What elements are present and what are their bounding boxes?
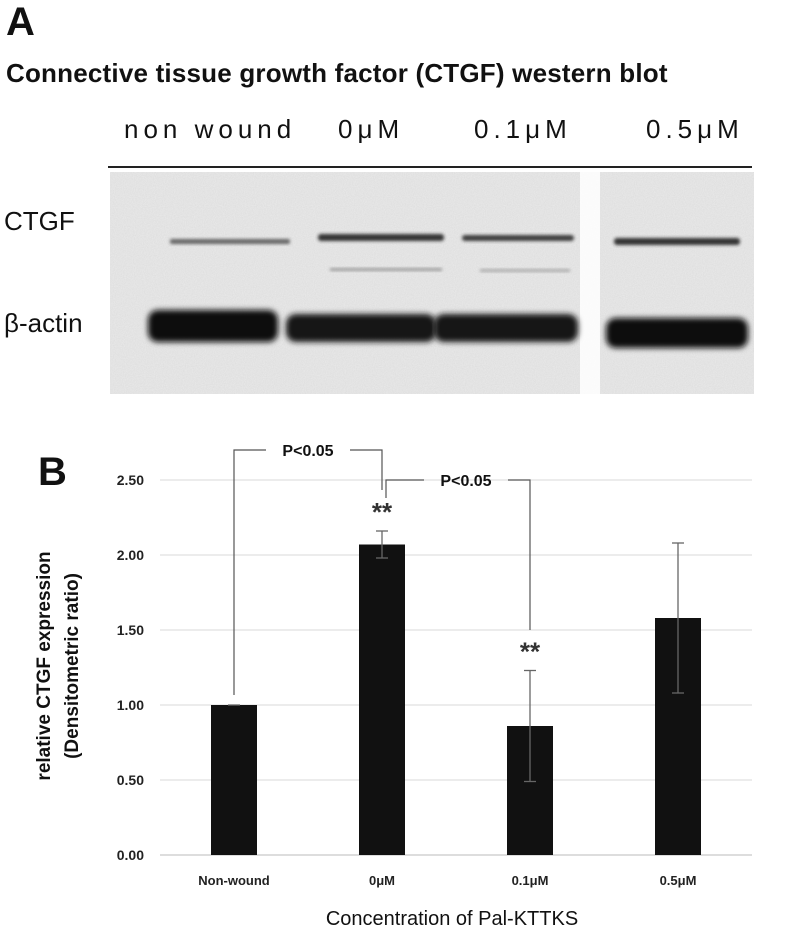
significance-markers: ** **: [372, 497, 541, 667]
y-tick-label: 2.50: [117, 472, 144, 488]
x-tick-label: Non-wound: [198, 873, 270, 888]
y-tick-label: 0.00: [117, 847, 144, 863]
actin-band-0-5um: [606, 318, 748, 348]
ctgf-band-0-1um: [462, 235, 574, 241]
bracket-line: [508, 479, 531, 630]
y-tick-labels: 0.00 0.50 1.00 1.50 2.00 2.50: [117, 472, 144, 863]
lane-label-0-1um: 0.1μM: [474, 114, 572, 144]
row-label-ctgf: CTGF: [4, 206, 75, 236]
x-tick-label: 0.5μM: [660, 873, 697, 888]
ctgf-band-0-5um: [614, 238, 740, 245]
lane-label-0um: 0μM: [338, 114, 405, 144]
bracket-line: [350, 449, 383, 490]
significance-marker: **: [372, 497, 393, 527]
actin-band-non-wound: [148, 310, 278, 342]
actin-band-0-1um: [434, 314, 578, 342]
panel-a-label: A: [6, 0, 35, 44]
bars: [211, 544, 701, 855]
significance-marker: **: [520, 637, 541, 667]
y-tick-label: 2.00: [117, 547, 144, 563]
ctgf-band-0um: [318, 234, 444, 241]
bar: [211, 705, 257, 855]
blot-title: Connective tissue growth factor (CTGF) w…: [6, 58, 668, 88]
y-axis-label-line2: (Densitometric ratio): [62, 573, 83, 759]
blot-texture: [110, 172, 754, 394]
x-axis-label: Concentration of Pal-KTTKS: [326, 908, 578, 930]
lane-divider-line: [108, 166, 752, 168]
x-tick-label: 0μM: [369, 873, 395, 888]
bracket-line: [385, 479, 424, 498]
grid-lines: [160, 479, 752, 781]
panel-b-label: B: [38, 450, 67, 494]
y-tick-label: 1.50: [117, 622, 144, 638]
lane-label-0-5um: 0.5μM: [646, 114, 744, 144]
faint-band-0-1um: [480, 269, 570, 272]
p-value-brackets: P<0.05 P<0.05: [233, 443, 531, 695]
y-axis-label-line1: relative CTGF expression: [34, 551, 55, 780]
error-bars: [228, 530, 684, 783]
p-value-label: P<0.05: [282, 443, 333, 460]
bar-chart: 0.00 0.50 1.00 1.50 2.00 2.50 Non-wound 0μM 0.1…: [34, 443, 752, 930]
y-tick-label: 1.00: [117, 697, 144, 713]
row-label-beta-actin: β-actin: [4, 308, 83, 338]
faint-band-0um: [330, 268, 442, 271]
bracket-line: [233, 449, 266, 695]
ctgf-band-non-wound: [170, 239, 290, 244]
bar: [359, 544, 405, 855]
y-tick-label: 0.50: [117, 772, 144, 788]
p-value-label: P<0.05: [440, 473, 491, 490]
lane-label-non-wound: non wound: [124, 114, 297, 144]
x-tick-labels: Non-wound 0μM 0.1μM 0.5μM: [198, 873, 696, 888]
x-tick-label: 0.1μM: [512, 873, 549, 888]
actin-band-0um: [286, 314, 436, 342]
blot-gap: [580, 172, 600, 394]
western-blot-image: [110, 172, 754, 394]
